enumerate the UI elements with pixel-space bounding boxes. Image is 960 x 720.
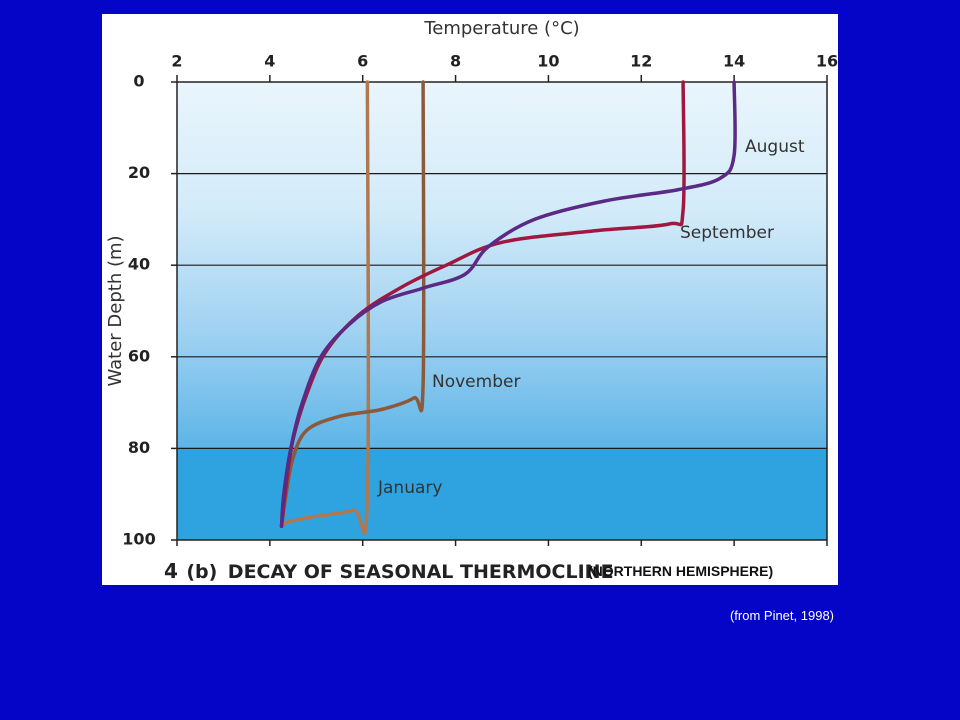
series-line-november <box>279 80 426 529</box>
x-tick-label-10: 10 <box>537 52 559 71</box>
x-tick-label-16: 16 <box>816 52 838 71</box>
figure-panel: 2 4 6 8 10 12 14 16 0 20 40 60 80 100 Temperature (°… <box>102 14 838 585</box>
chart-title: DECAY OF SEASONAL THERMOCLINE <box>228 561 614 583</box>
axis-frame <box>176 81 828 541</box>
figure-caption: 4 (b) DECAY OF SEASONAL THERMOCLINE <box>164 559 614 583</box>
figure-number: 4 <box>164 559 178 583</box>
label-august: August <box>745 137 805 157</box>
x-tick-label-4: 4 <box>264 52 275 71</box>
y-tick-label-40: 40 <box>128 255 150 274</box>
series-line-august <box>279 80 737 529</box>
source-note: (from Pinet, 1998) <box>729 608 834 623</box>
x-tick-label-12: 12 <box>630 52 652 71</box>
label-september: September <box>680 223 774 243</box>
series-line-january <box>279 80 371 535</box>
y-tick-label-60: 60 <box>128 346 150 365</box>
y-axis-title: Water Depth (m) <box>105 235 126 386</box>
thermocline-chart: 2 4 6 8 10 12 14 16 0 20 40 60 80 100 Temperature (°… <box>105 18 838 583</box>
label-january: January <box>377 478 442 498</box>
x-tick-label-2: 2 <box>171 52 182 71</box>
y-tick-label-20: 20 <box>128 163 150 182</box>
gridlines <box>177 173 827 449</box>
x-ticks: 2 4 6 8 10 12 14 16 <box>171 52 838 546</box>
figure-part: (b) <box>186 561 217 583</box>
hemisphere-note: (NORTHERN HEMISPHERE) <box>588 563 773 579</box>
y-tick-label-100: 100 <box>122 530 155 549</box>
series-lines <box>279 80 737 535</box>
x-tick-label-8: 8 <box>450 52 461 71</box>
deep-water-band <box>177 448 827 540</box>
y-tick-label-0: 0 <box>133 72 144 91</box>
x-tick-label-6: 6 <box>357 52 368 71</box>
y-ticks: 0 20 40 60 80 100 <box>122 72 177 549</box>
x-tick-label-14: 14 <box>723 52 745 71</box>
label-november: November <box>432 372 520 392</box>
x-axis-title: Temperature (°C) <box>423 18 579 39</box>
y-tick-label-80: 80 <box>128 438 150 457</box>
